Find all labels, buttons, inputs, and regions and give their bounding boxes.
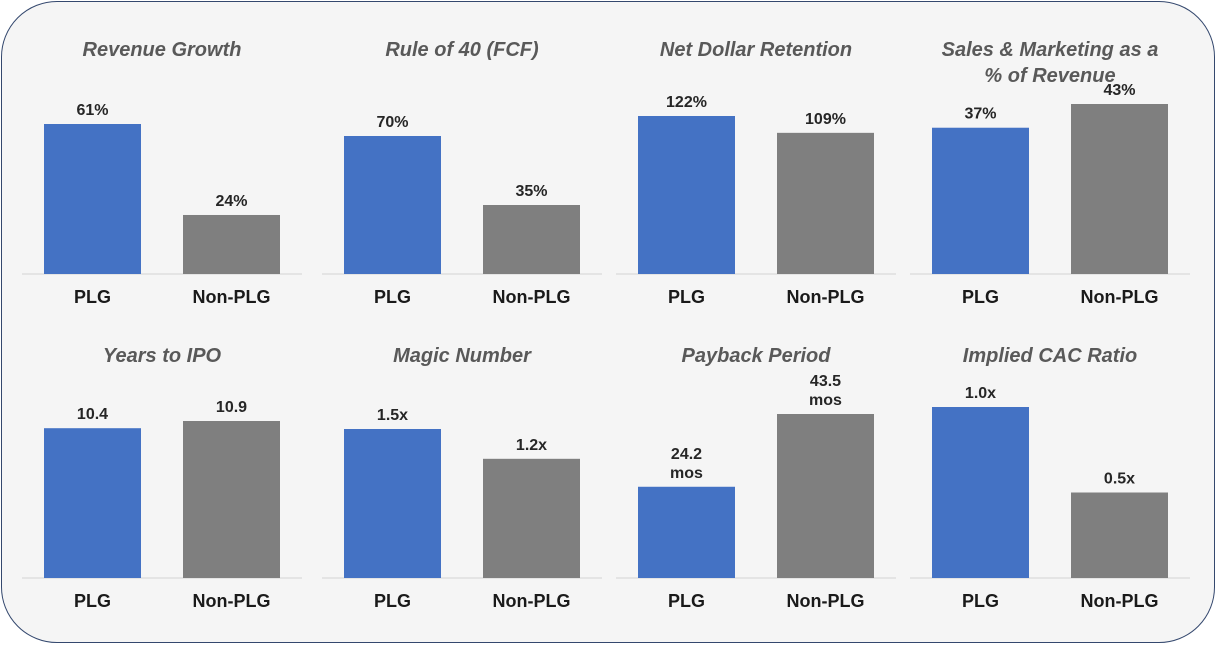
category-label: PLG — [74, 591, 111, 611]
chart-panel: Implied CAC Ratio 1.0x PLG 0.5x Non-PLG — [910, 345, 1190, 611]
data-label: 10.9 — [216, 399, 247, 416]
chart-panel: Net Dollar Retention 122% PLG 109% Non-PLG — [616, 39, 896, 307]
bar-non-plg — [183, 421, 280, 578]
data-label: 37% — [964, 106, 996, 123]
data-label: 1.2x — [516, 437, 547, 454]
chart-title: % of Revenue — [984, 65, 1115, 87]
category-label: Non-PLG — [787, 287, 865, 307]
data-label: 24.2 — [671, 446, 702, 463]
category-label: PLG — [962, 287, 999, 307]
data-label: mos — [670, 465, 703, 482]
chart-panel: Magic Number 1.5x PLG 1.2x Non-PLG — [322, 345, 602, 611]
bar-non-plg — [1071, 104, 1168, 274]
data-label: 24% — [215, 193, 247, 210]
data-label: 109% — [805, 111, 846, 128]
category-label: PLG — [74, 287, 111, 307]
bar-non-plg — [777, 414, 874, 578]
bar-plg — [44, 124, 141, 274]
data-label: 122% — [666, 94, 707, 111]
bar-non-plg — [183, 214, 280, 274]
category-label: Non-PLG — [193, 287, 271, 307]
category-label: Non-PLG — [787, 591, 865, 611]
data-label: 1.5x — [377, 407, 408, 424]
category-label: Non-PLG — [1081, 287, 1159, 307]
category-label: Non-PLG — [493, 591, 571, 611]
category-label: PLG — [374, 591, 411, 611]
category-label: Non-PLG — [193, 591, 271, 611]
category-label: PLG — [668, 591, 705, 611]
chart-title: Net Dollar Retention — [660, 39, 852, 61]
bar-plg — [638, 116, 735, 274]
chart-panel: Payback Period 24.2 mos PLG 43.5 mos Non-PLG — [616, 345, 896, 611]
bar-plg — [932, 127, 1029, 274]
bar-plg — [344, 136, 441, 274]
data-label: 0.5x — [1104, 471, 1135, 488]
chart-title: Payback Period — [682, 345, 832, 367]
data-label: 43% — [1103, 82, 1135, 99]
data-label: 10.4 — [77, 406, 108, 423]
chart-panel: Revenue Growth 61% PLG 24% Non-PLG — [22, 39, 302, 307]
data-label: 70% — [376, 114, 408, 131]
bar-non-plg — [483, 205, 580, 274]
bar-plg — [638, 486, 735, 578]
chart-panel: Sales & Marketing as a % of Revenue 37% PLG… — [910, 39, 1190, 307]
bar-plg — [344, 429, 441, 578]
chart-title: Years to IPO — [103, 345, 222, 367]
chart-panel: Rule of 40 (FCF) 70% PLG 35% Non-PLG — [322, 39, 602, 307]
chart-title: Rule of 40 (FCF) — [385, 39, 539, 61]
chart-title: Revenue Growth — [83, 39, 242, 61]
chart-title: Magic Number — [393, 345, 532, 367]
chart-title: Sales & Marketing as a — [942, 39, 1159, 61]
data-label: 35% — [515, 183, 547, 200]
bar-non-plg — [777, 132, 874, 274]
category-label: Non-PLG — [1081, 591, 1159, 611]
bar-plg — [44, 428, 141, 578]
data-label: 43.5 — [810, 373, 841, 390]
data-label: 61% — [76, 102, 108, 119]
category-label: PLG — [668, 287, 705, 307]
bar-non-plg — [483, 458, 580, 578]
data-label: mos — [809, 392, 842, 409]
chart-title: Implied CAC Ratio — [963, 345, 1137, 367]
chart-panel: Years to IPO 10.4 PLG 10.9 Non-PLG — [22, 345, 302, 611]
category-label: PLG — [962, 591, 999, 611]
category-label: PLG — [374, 287, 411, 307]
data-label: 1.0x — [965, 385, 996, 402]
bar-non-plg — [1071, 492, 1168, 578]
category-label: Non-PLG — [493, 287, 571, 307]
bar-plg — [932, 407, 1029, 578]
